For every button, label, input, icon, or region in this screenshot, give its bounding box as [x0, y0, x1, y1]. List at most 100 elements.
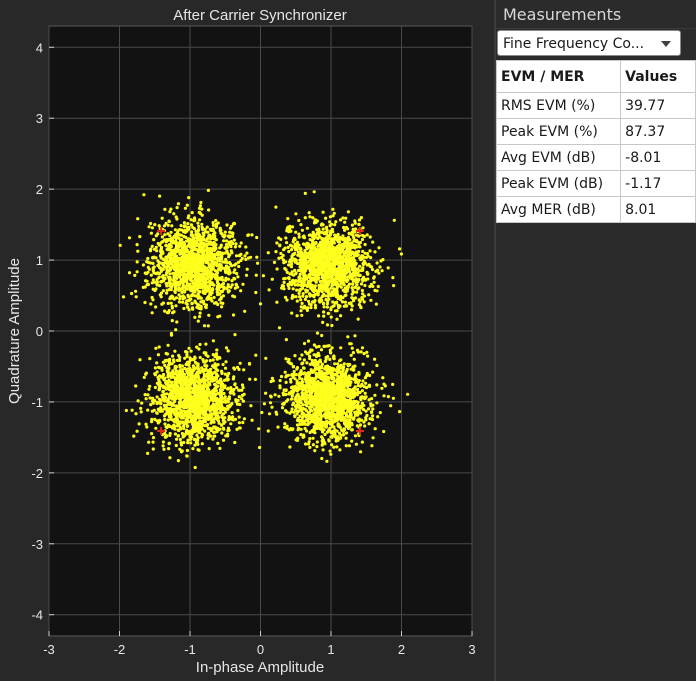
data-point: [135, 260, 139, 264]
data-point: [178, 437, 182, 442]
data-point: [221, 252, 225, 256]
data-point: [335, 248, 340, 253]
data-point: [169, 266, 173, 270]
data-point: [225, 378, 229, 382]
data-point: [267, 288, 271, 292]
data-point: [173, 258, 177, 262]
data-point: [240, 383, 245, 387]
data-point: [193, 465, 197, 470]
data-point: [155, 395, 159, 399]
data-point: [192, 289, 196, 293]
data-point: [182, 424, 186, 428]
data-point: [373, 393, 377, 397]
data-point: [198, 426, 202, 430]
data-point: [284, 268, 288, 272]
data-point: [309, 233, 313, 237]
data-point: [159, 402, 163, 406]
data-point: [149, 273, 153, 277]
data-point: [285, 226, 289, 231]
y-tick-label: 2: [36, 182, 43, 197]
data-point: [185, 279, 189, 283]
data-point: [149, 221, 153, 226]
data-point: [239, 241, 243, 245]
data-point: [220, 265, 224, 270]
data-point: [218, 298, 222, 302]
data-point: [316, 228, 321, 232]
data-point: [185, 375, 189, 379]
data-point: [178, 297, 182, 301]
data-point: [328, 215, 332, 219]
data-point: [218, 404, 223, 408]
data-point: [182, 426, 186, 431]
data-point: [241, 386, 245, 390]
data-point: [202, 419, 206, 423]
data-point: [232, 295, 237, 299]
data-point: [223, 230, 227, 234]
data-point: [230, 264, 234, 268]
data-point: [315, 268, 320, 272]
data-point: [289, 380, 293, 384]
x-tick-label: 2: [398, 642, 405, 657]
data-point: [222, 391, 226, 396]
data-point: [364, 278, 368, 282]
data-point: [228, 261, 232, 265]
data-point: [200, 442, 204, 446]
data-point: [166, 254, 170, 258]
data-point: [391, 382, 395, 386]
data-point: [356, 240, 360, 244]
data-point: [290, 248, 294, 252]
data-point: [206, 433, 210, 437]
data-point: [166, 265, 171, 269]
data-point: [181, 387, 185, 391]
data-point: [204, 303, 208, 307]
data-point: [146, 282, 150, 287]
data-point: [302, 236, 307, 240]
data-point: [346, 235, 350, 239]
data-point: [322, 255, 327, 259]
data-point: [186, 222, 190, 226]
data-point: [198, 402, 202, 406]
data-point: [193, 443, 197, 447]
data-point: [343, 220, 347, 224]
data-point: [182, 372, 187, 376]
data-point: [358, 264, 362, 268]
data-point: [362, 300, 366, 304]
data-point: [148, 384, 152, 388]
data-point: [196, 364, 200, 369]
data-point: [224, 360, 228, 364]
data-point: [210, 273, 214, 277]
data-point: [262, 402, 266, 406]
data-point: [206, 406, 210, 410]
data-point: [184, 261, 188, 265]
data-point: [193, 218, 197, 222]
data-point: [358, 245, 362, 249]
data-point: [249, 404, 253, 408]
data-point: [190, 379, 194, 383]
data-point: [205, 285, 210, 289]
data-point: [191, 391, 196, 395]
data-point: [146, 256, 150, 261]
data-point: [313, 303, 317, 308]
data-point: [149, 302, 153, 306]
data-point: [342, 269, 346, 273]
data-point: [244, 257, 248, 261]
data-point: [233, 268, 237, 272]
data-point: [243, 254, 247, 258]
data-point: [215, 263, 219, 268]
data-point: [174, 215, 178, 219]
data-point: [196, 275, 200, 279]
data-point: [303, 304, 307, 308]
data-point: [363, 391, 367, 395]
data-point: [149, 247, 153, 251]
data-point: [287, 392, 291, 396]
data-point: [257, 427, 261, 431]
x-tick-label: -3: [43, 642, 55, 657]
data-point: [220, 369, 224, 373]
data-point: [174, 236, 179, 240]
data-point: [166, 368, 170, 372]
data-point: [329, 315, 333, 319]
data-point: [352, 236, 356, 240]
data-point: [192, 240, 196, 245]
data-point: [190, 302, 194, 306]
data-point: [308, 281, 312, 285]
